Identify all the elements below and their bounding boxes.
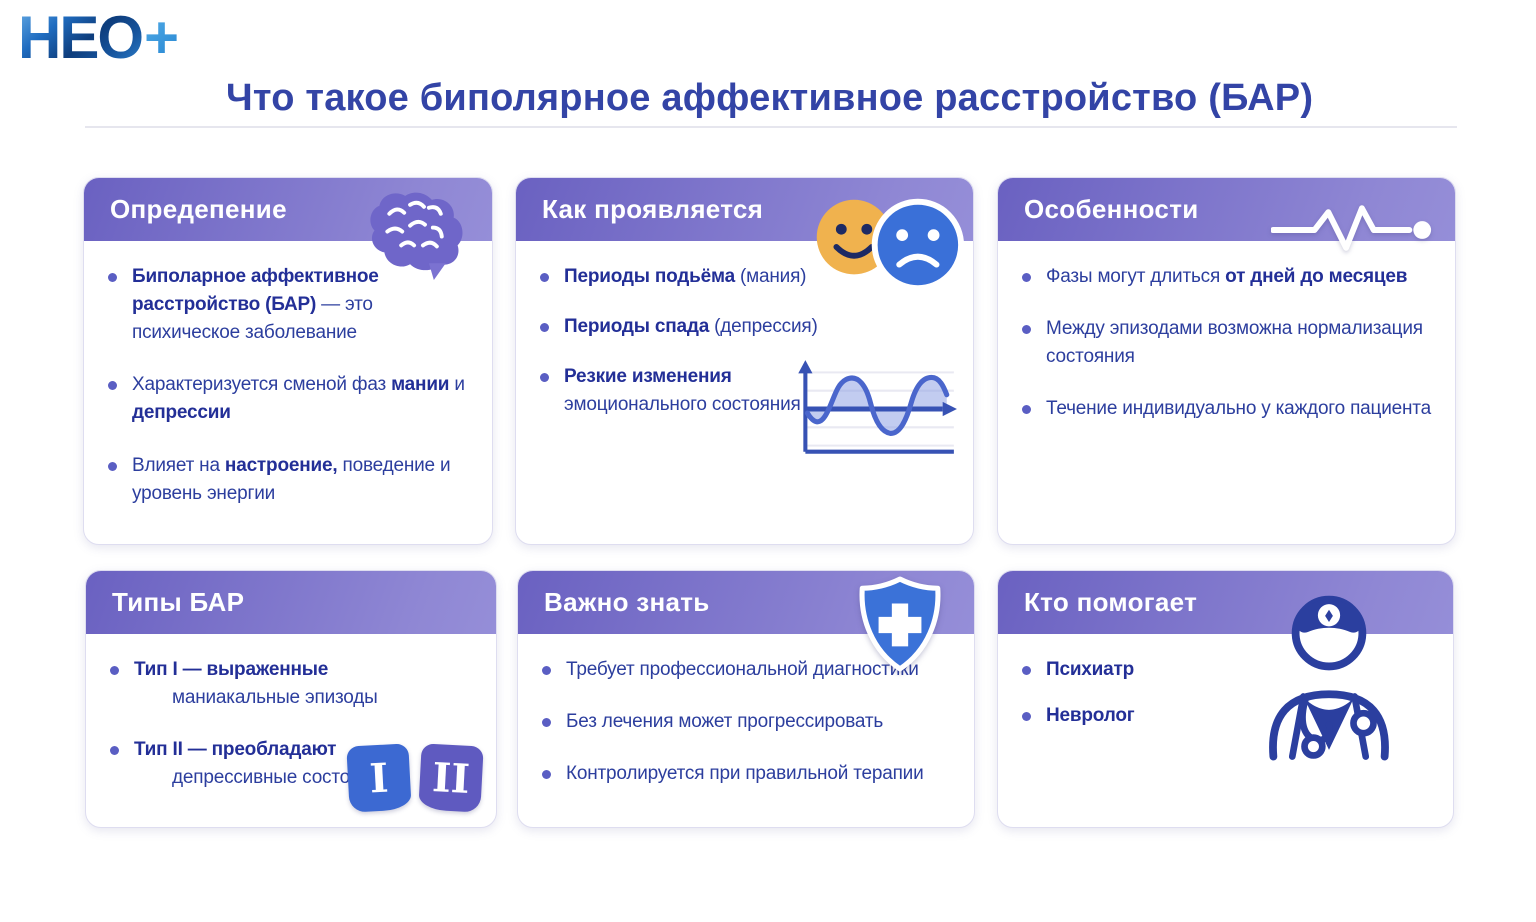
bullet-dot-icon — [1022, 273, 1031, 282]
bullet-dot-icon — [108, 461, 117, 471]
title-divider — [85, 126, 1457, 128]
bullet-dot-icon — [1022, 712, 1031, 722]
card-manifestation-body: Периоды подьёма (мания) Периоды спада (д… — [516, 241, 973, 419]
list-item: Тип I — выраженные маниакальные эпизоды — [110, 656, 482, 712]
list-item: Биполарное аффективное расстройство (БАР… — [108, 263, 478, 347]
bullet-text: Без лечения может прогрессировать — [566, 711, 884, 733]
happy-sad-faces-icon — [803, 188, 965, 296]
list-item: Периоды подьёма (мания) — [540, 263, 959, 291]
list-item: Контролируется при правильной терапии — [542, 760, 960, 788]
list-item: Между эпизодами возможна нормализация со… — [1022, 315, 1445, 371]
card-important-body: Требует профессиональной диагностики Без… — [518, 634, 974, 788]
bullet-dot-icon — [110, 746, 119, 756]
card-types-body: Тип I — выраженные маниакальные эпизоды Т… — [86, 634, 496, 792]
card-helpers-title: Кто помогает — [1024, 587, 1198, 617]
card-definition-title: Опредепение — [110, 194, 287, 224]
bullet-dot-icon — [540, 373, 549, 383]
card-definition: Опредепение Биполарное аффективное расст… — [83, 177, 493, 545]
list-item: Характеризуется сменой фаз мании и депре… — [108, 371, 478, 427]
card-important: Важно знать Требует профессиональной диа… — [517, 570, 975, 828]
card-definition-body: Биполарное аффективное расстройство (БАР… — [84, 241, 492, 508]
list-item: Фазы могут длиться от дней до месяцев — [1022, 263, 1445, 291]
card-types: Типы БАР I II Тип I — выраженные маниакал… — [85, 570, 497, 828]
mood-wave-chart-icon — [783, 358, 961, 460]
bullet-text: Психиатр — [1046, 659, 1135, 680]
logo-text: НЕО — [18, 4, 144, 71]
page-title: Что такое биполярное аффективное расстро… — [226, 77, 1314, 120]
bullet-text: Течение индивидуально у каждого пациента — [1046, 398, 1431, 420]
list-item: Периоды спада (депрессия) — [540, 313, 959, 341]
bullet-text: Тип II — преобладают депрессивные состоян… — [134, 739, 391, 789]
card-features-body: Фазы могут длиться от дней до месяцев Ме… — [998, 241, 1455, 423]
brain-icon — [364, 188, 476, 282]
bullet-text: Периоды подьёма (мания) — [564, 266, 807, 287]
type-badges-icon: I II — [346, 743, 484, 813]
doctor-icon — [1229, 583, 1429, 761]
bullet-text: Биполарное аффективное расстройство (БАР… — [132, 266, 379, 344]
bullet-text: Тип I — выраженные маниакальные эпизоды — [134, 659, 378, 709]
bullet-dot-icon — [1022, 405, 1031, 415]
list-item: Невролог — [1022, 702, 1439, 730]
bullet-text: Влияет на настроение, поведение и уровен… — [132, 454, 451, 504]
list-item: Тип II — преобладают депрессивные состоян… — [110, 736, 482, 792]
list-item: Требует профессиональной диагностики — [542, 656, 960, 684]
card-manifestation: Как проявляется — [515, 177, 974, 545]
card-features-title: Особенности — [1024, 194, 1199, 224]
bullet-text: Резкие изменения эмоционального состояни… — [564, 366, 801, 416]
badge-type-II: II — [418, 743, 484, 813]
bullet-dot-icon — [542, 666, 551, 675]
bullet-text: Невролог — [1046, 705, 1135, 727]
bullet-dot-icon — [542, 718, 551, 728]
bullet-dot-icon — [1022, 325, 1031, 335]
bullet-dot-icon — [108, 273, 117, 282]
card-helpers-body: Психиатр Невролог — [998, 634, 1453, 730]
bullet-dot-icon — [1022, 666, 1031, 675]
card-helpers-header: Кто помогает — [998, 571, 1453, 634]
card-types-title: Типы БАР — [112, 587, 245, 617]
list-item: Без лечения может прогрессировать — [542, 708, 960, 736]
bullet-dot-icon — [542, 770, 551, 780]
card-helpers: Кто помогает Психиатр — [997, 570, 1454, 828]
bullet-dot-icon — [108, 381, 117, 391]
logo-plus-icon: + — [144, 4, 179, 71]
bullet-dot-icon — [110, 666, 119, 675]
bullet-text: Требует профессиональной диагностики — [566, 659, 919, 680]
bullet-text: Характеризуется сменой фаз мании и депре… — [132, 374, 465, 424]
bullet-dot-icon — [540, 323, 549, 333]
bullet-text: Контролируется при правильной терапии — [566, 763, 924, 785]
bullet-text: Фазы могут длиться от дней до месяцев — [1046, 266, 1408, 287]
pulse-line-icon — [1270, 196, 1439, 268]
bullet-text: Между эпизодами возможна нормализация со… — [1046, 318, 1423, 368]
card-features: Особенности Фазы могут длиться от дней д… — [997, 177, 1456, 545]
list-item: Течение индивидуально у каждого пациента — [1022, 395, 1445, 423]
card-manifestation-title: Как проявляется — [542, 194, 764, 224]
card-important-title: Важно знать — [544, 587, 710, 617]
bullet-text: Периоды спада (депрессия) — [564, 316, 818, 338]
list-item: Влияет на настроение, поведение и уровен… — [108, 452, 478, 508]
badge-type-I: I — [346, 743, 412, 813]
neo-plus-logo: НЕО+ — [18, 8, 179, 68]
list-item: Резкие изменения эмоционального состояни… — [540, 363, 959, 419]
shield-cross-icon — [854, 575, 946, 677]
card-types-header: Типы БАР — [86, 571, 496, 634]
list-item: Психиатр — [1022, 656, 1439, 684]
bullet-dot-icon — [540, 273, 549, 282]
